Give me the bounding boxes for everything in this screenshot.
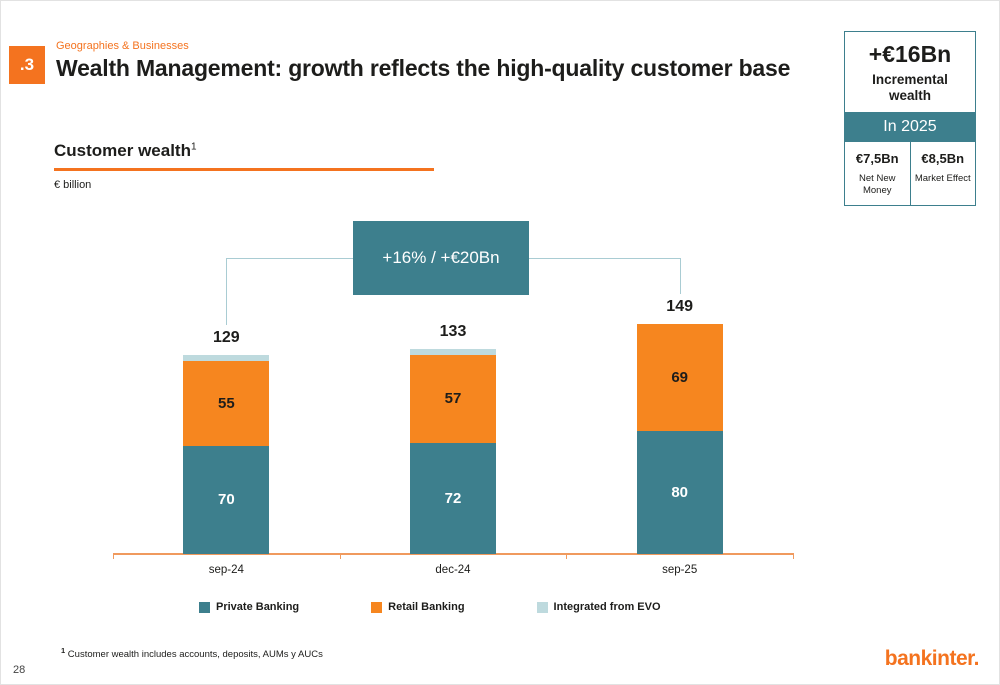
segment-retail-banking: 57 (410, 354, 496, 443)
chart-heading: Customer wealth1 (54, 141, 197, 161)
net-new-money-label: Net New Money (859, 173, 896, 196)
section-number-badge: .3 (9, 46, 45, 84)
footnote-marker: 1 (61, 646, 66, 655)
bar-dec-24: 57 72 (410, 348, 496, 554)
legend-item-retail-banking: Retail Banking (371, 601, 465, 613)
footnote: 1 Customer wealth includes accounts, dep… (61, 646, 323, 660)
net-new-money-cell: €7,5Bn Net New Money (845, 142, 910, 205)
axis-tick (566, 553, 568, 559)
legend-item-integrated-from-evo: Integrated from EVO (536, 601, 661, 613)
net-new-money-value: €7,5Bn (855, 151, 899, 167)
x-tick-label-dec-24: dec-24 (435, 564, 471, 576)
axis-tick (113, 553, 114, 559)
total-label-sep-24: 129 (212, 328, 240, 346)
period-band: In 2025 (845, 112, 975, 143)
bar-sep-25: 69 80 (636, 324, 723, 554)
legend-swatch-retail-banking (371, 601, 383, 613)
incremental-wealth-label: Incremental wealth (872, 72, 948, 103)
x-tick-label-sep-25: sep-25 (662, 564, 698, 576)
legend-swatch-private-banking (199, 601, 210, 613)
legend-label-integrated-from-evo: Integrated from EVO (553, 601, 661, 613)
segment-value: 70 (217, 491, 235, 509)
growth-callout: +16% / +€20Bn (353, 221, 529, 295)
segment-value: 69 (671, 368, 688, 386)
legend-item-private-banking: Private Banking (199, 601, 299, 613)
chart-heading-superscript: 1 (190, 141, 197, 153)
segment-integrated-from-evo (410, 348, 496, 355)
segment-retail-banking: 69 (636, 324, 723, 431)
bankinter-logo: bankinter. (884, 647, 980, 670)
stacked-bar-chart: +16% / +€20Bn Private Banking Retail Ban… (113, 201, 794, 621)
footnote-text: Customer wealth includes accounts, depos… (65, 649, 323, 661)
heading-underline (54, 168, 434, 171)
segment-value: 80 (671, 483, 688, 501)
segment-private-banking: 72 (410, 442, 496, 554)
total-label-sep-25: 149 (666, 298, 693, 315)
page-title: Wealth Management: growth reflects the h… (56, 55, 791, 81)
axis-tick (339, 553, 341, 559)
segment-value: 72 (444, 489, 462, 507)
legend-swatch-integrated-from-evo (536, 601, 548, 613)
market-effect-value: €8,5Bn (921, 151, 965, 167)
bracket-line-vertical (679, 258, 681, 294)
segment-private-banking: 70 (183, 445, 270, 554)
segment-private-banking: 80 (636, 430, 723, 554)
incremental-wealth-value: +€16Bn (868, 41, 952, 67)
incremental-wealth-box: +€16Bn Incremental wealth In 2025 €7,5Bn… (844, 31, 976, 206)
legend-label-private-banking: Private Banking (216, 601, 300, 613)
unit-label: € billion (54, 179, 92, 191)
chart-heading-text: Customer wealth (54, 141, 191, 160)
breadcrumb: Geographies & Businesses (56, 40, 189, 52)
page-number: 28 (13, 664, 26, 676)
breakdown-cells: €7,5Bn Net New Money €8,5Bn Market Effec… (845, 142, 975, 205)
total-label-dec-24: 133 (439, 322, 467, 340)
bar-sep-24: 55 70 (183, 354, 270, 554)
legend-label-retail-banking: Retail Banking (388, 601, 465, 613)
segment-value: 55 (217, 394, 235, 412)
axis-tick (793, 553, 794, 559)
segment-value: 57 (444, 390, 462, 408)
x-axis (113, 553, 793, 555)
segment-integrated-from-evo (183, 354, 270, 362)
chart-legend: Private Banking Retail Banking Integrate… (199, 601, 661, 613)
x-tick-label-sep-24: sep-24 (208, 564, 244, 576)
market-effect-label: Market Effect (914, 173, 971, 185)
market-effect-cell: €8,5Bn Market Effect (909, 142, 976, 205)
segment-retail-banking: 55 (183, 361, 270, 446)
bracket-line-vertical (226, 258, 228, 325)
